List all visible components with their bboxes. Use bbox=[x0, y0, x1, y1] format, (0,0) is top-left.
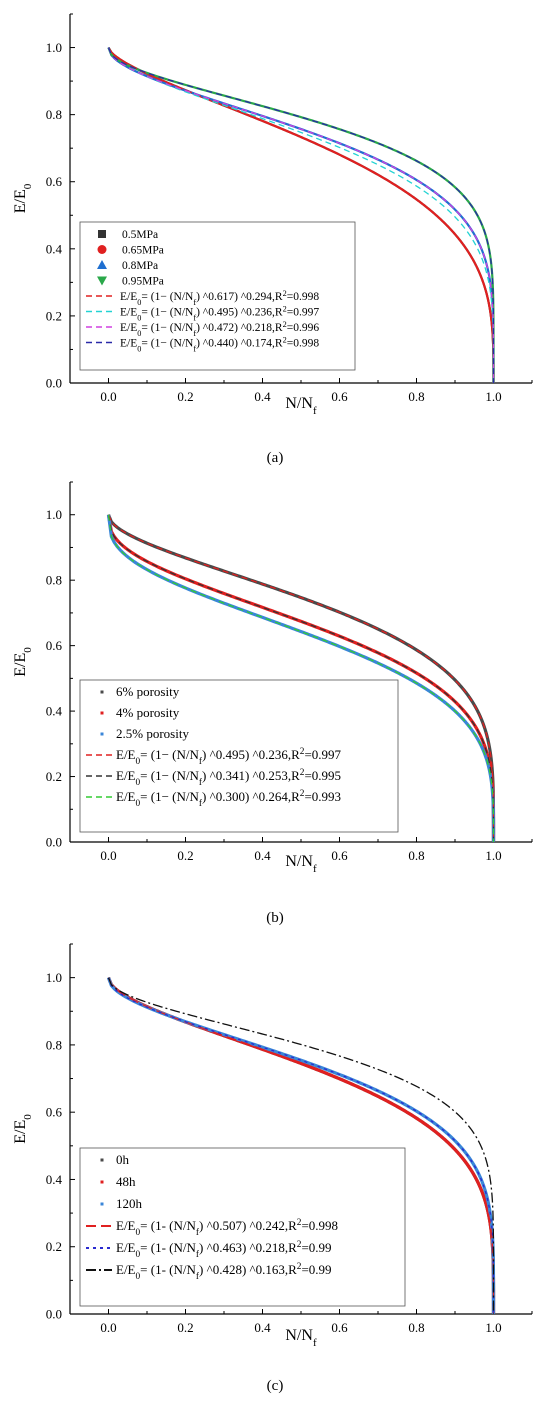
chart-a-legend-marker-3 bbox=[97, 276, 107, 286]
chart-a-fit-line-0 bbox=[107, 47, 495, 383]
chart-a-y-tick-label: 0.8 bbox=[46, 107, 62, 122]
chart-b-y-tick-label: 0.6 bbox=[46, 638, 63, 653]
chart-b-fit-line-0 bbox=[107, 514, 495, 842]
chart-c-legend-label-0: 0h bbox=[116, 1152, 130, 1167]
chart-c-x-tick-label: 0.6 bbox=[331, 1320, 348, 1335]
chart-b-x-tick-label: 0.6 bbox=[331, 848, 348, 863]
chart-b-legend-marker-0 bbox=[100, 690, 104, 694]
chart-b-legend-label-0: 6% porosity bbox=[116, 684, 180, 699]
chart-a-legend-fit-label-1: E/E0= (1− (N/Nf) ^0.495) ^0.236,R2=0.997 bbox=[120, 304, 319, 322]
chart-c-y-tick-label: 0.2 bbox=[46, 1239, 62, 1254]
chart-a-legend-label-2: 0.8MPa bbox=[122, 260, 158, 272]
chart-c-legend-box bbox=[79, 1147, 406, 1307]
chart-b-caption: (b) bbox=[266, 910, 284, 926]
chart-b-legend-label-1: 4% porosity bbox=[116, 705, 180, 720]
chart-a-legend-label-1: 0.65MPa bbox=[122, 245, 164, 257]
chart-a-x-tick-label: 1.0 bbox=[485, 389, 501, 404]
chart-a-y-tick-label: 1.0 bbox=[46, 40, 62, 55]
chart-a-y-axis-label: E/E0 bbox=[12, 183, 34, 213]
chart-a-svg: 0.0 0.2 0.4 0.6 0.8 1.0 0.0 0.2 0.4 0.6 0.8 1.0 N/Nf… bbox=[12, 13, 533, 466]
chart-a-fit-line-3 bbox=[107, 47, 495, 383]
chart-c-legend-fit-label-1: E/E0= (1- (N/Nf) ^0.463) ^0.218,R2=0.99 bbox=[116, 1240, 332, 1260]
chart-b-x-tick-label: 1.0 bbox=[485, 848, 501, 863]
chart-a-y-tick-label: 0.6 bbox=[46, 174, 63, 189]
chart-b-legend-fit-label-2: E/E0= (1− (N/Nf) ^0.300) ^0.264,R2=0.993 bbox=[116, 789, 341, 809]
chart-c-y-axis-label: E/E0 bbox=[12, 1114, 34, 1144]
chart-panel-c: 0.0 0.2 0.4 0.6 0.8 1.0 0.0 0.2 0.4 0.6 0.8 1.0 N/Nf… bbox=[0, 930, 550, 1402]
chart-b-legend-fit-label-1: E/E0= (1− (N/Nf) ^0.341) ^0.253,R2=0.995 bbox=[116, 768, 341, 788]
chart-c-y-tick-label: 0.4 bbox=[46, 1172, 63, 1187]
chart-b-svg: 0.0 0.2 0.4 0.6 0.8 1.0 0.0 0.2 0.4 0.6 0.8 1.0 N/Nf… bbox=[12, 481, 533, 926]
chart-c-x-tick-label: 0.4 bbox=[254, 1320, 271, 1335]
chart-b-legend-marker-2 bbox=[100, 732, 104, 736]
chart-a-legend-box bbox=[79, 221, 356, 371]
chart-a-x-axis-label: N/Nf bbox=[285, 395, 317, 417]
chart-c-legend: 0h 48h 120h E/E0= (1- (N/Nf) ^0.507) ^0.242… bbox=[79, 1147, 406, 1307]
chart-c-x-tick-label: 0.2 bbox=[177, 1320, 193, 1335]
chart-a-fit-line-1 bbox=[107, 47, 495, 383]
chart-c-fit-line-2 bbox=[107, 977, 495, 1314]
chart-b-y-tick-label: 1.0 bbox=[46, 507, 62, 522]
chart-a-x-tick-label: 0.4 bbox=[254, 389, 271, 404]
chart-c-fit-line-1 bbox=[107, 977, 495, 1314]
chart-c-caption: (c) bbox=[267, 1378, 284, 1394]
chart-b-x-axis-label: N/Nf bbox=[285, 853, 317, 875]
chart-a-legend-marker-0 bbox=[98, 230, 106, 238]
chart-c-legend-fit-label-2: E/E0= (1- (N/Nf) ^0.428) ^0.163,R2=0.99 bbox=[116, 1262, 332, 1282]
chart-c-x-axis-label: N/Nf bbox=[285, 1327, 317, 1349]
chart-a-fit-line-2 bbox=[107, 47, 495, 383]
chart-c-legend-marker-0 bbox=[100, 1158, 104, 1162]
chart-panel-b: 0.0 0.2 0.4 0.6 0.8 1.0 0.0 0.2 0.4 0.6 0.8 1.0 N/Nf… bbox=[0, 468, 550, 930]
chart-a-legend-marker-1 bbox=[97, 245, 107, 254]
chart-b-legend-fit-label-0: E/E0= (1− (N/Nf) ^0.495) ^0.236,R2=0.997 bbox=[116, 747, 342, 767]
chart-a-caption: (a) bbox=[267, 450, 284, 466]
chart-a-legend-fit-label-2: E/E0= (1− (N/Nf) ^0.472) ^0.218,R2=0.996 bbox=[120, 320, 319, 338]
chart-b-y-tick-label: 0.8 bbox=[46, 573, 62, 588]
chart-c-x-tick-label: 0.0 bbox=[100, 1320, 116, 1335]
chart-c-svg: 0.0 0.2 0.4 0.6 0.8 1.0 0.0 0.2 0.4 0.6 0.8 1.0 N/Nf… bbox=[12, 943, 533, 1394]
chart-c-y-tick-label: 0.0 bbox=[46, 1307, 62, 1322]
chart-b-y-tick-label: 0.2 bbox=[46, 769, 62, 784]
chart-b-fit-line-2 bbox=[107, 514, 495, 842]
chart-b-y-axis-label: E/E0 bbox=[12, 647, 34, 677]
chart-b-legend-marker-1 bbox=[100, 711, 104, 715]
chart-a-x-tick-label: 0.8 bbox=[408, 389, 424, 404]
chart-b-x-tick-label: 0.2 bbox=[177, 848, 193, 863]
chart-a-x-tick-label: 0.2 bbox=[177, 389, 193, 404]
chart-a-y-tick-label: 0.4 bbox=[46, 241, 63, 256]
chart-b-legend: 6% porosity 4% porosity 2.5% porosity E/E0=… bbox=[79, 679, 399, 833]
chart-b-x-tick-label: 0.4 bbox=[254, 848, 271, 863]
chart-c-legend-fit-label-0: E/E0= (1- (N/Nf) ^0.507) ^0.242,R2=0.998 bbox=[116, 1218, 338, 1238]
chart-a-legend-marker-2 bbox=[97, 260, 107, 269]
chart-a-y-tick-label: 0.0 bbox=[46, 376, 62, 391]
chart-b-x-tick-label: 0.8 bbox=[408, 848, 424, 863]
chart-b-legend-box bbox=[79, 679, 399, 833]
chart-a-x-tick-label: 0.6 bbox=[331, 389, 348, 404]
chart-panel-a: 0.0 0.2 0.4 0.6 0.8 1.0 0.0 0.2 0.4 0.6 0.8 1.0 N/Nf… bbox=[0, 0, 550, 468]
chart-b-x-tick-label: 0.0 bbox=[100, 848, 116, 863]
chart-c-legend-label-2: 120h bbox=[116, 1196, 143, 1211]
chart-c-x-tick-label: 1.0 bbox=[485, 1320, 501, 1335]
chart-a-legend-fit-label-0: E/E0= (1− (N/Nf) ^0.617) ^0.294,R2=0.998 bbox=[120, 289, 319, 307]
chart-c-legend-marker-2 bbox=[100, 1202, 104, 1206]
chart-b-legend-label-2: 2.5% porosity bbox=[116, 726, 189, 741]
chart-b-fit-line-1 bbox=[107, 514, 495, 842]
chart-b-y-tick-label: 0.0 bbox=[46, 835, 62, 850]
chart-c-y-tick-label: 0.6 bbox=[46, 1105, 63, 1120]
chart-a-legend-label-0: 0.5MPa bbox=[122, 229, 158, 241]
chart-c-y-tick-label: 0.8 bbox=[46, 1037, 62, 1052]
chart-c-legend-label-1: 48h bbox=[116, 1174, 136, 1189]
chart-a-x-tick-label: 0.0 bbox=[100, 389, 116, 404]
chart-a-legend-label-3: 0.95MPa bbox=[122, 276, 164, 288]
chart-b-y-tick-label: 0.4 bbox=[46, 704, 63, 719]
chart-a-y-tick-label: 0.2 bbox=[46, 308, 62, 323]
chart-c-y-tick-label: 1.0 bbox=[46, 970, 62, 985]
chart-a-legend-fit-label-3: E/E0= (1− (N/Nf) ^0.440) ^0.174,R2=0.998 bbox=[120, 335, 319, 353]
chart-c-x-tick-label: 0.8 bbox=[408, 1320, 424, 1335]
chart-c-fit-line-0 bbox=[107, 977, 495, 1314]
chart-c-legend-marker-1 bbox=[100, 1180, 104, 1184]
